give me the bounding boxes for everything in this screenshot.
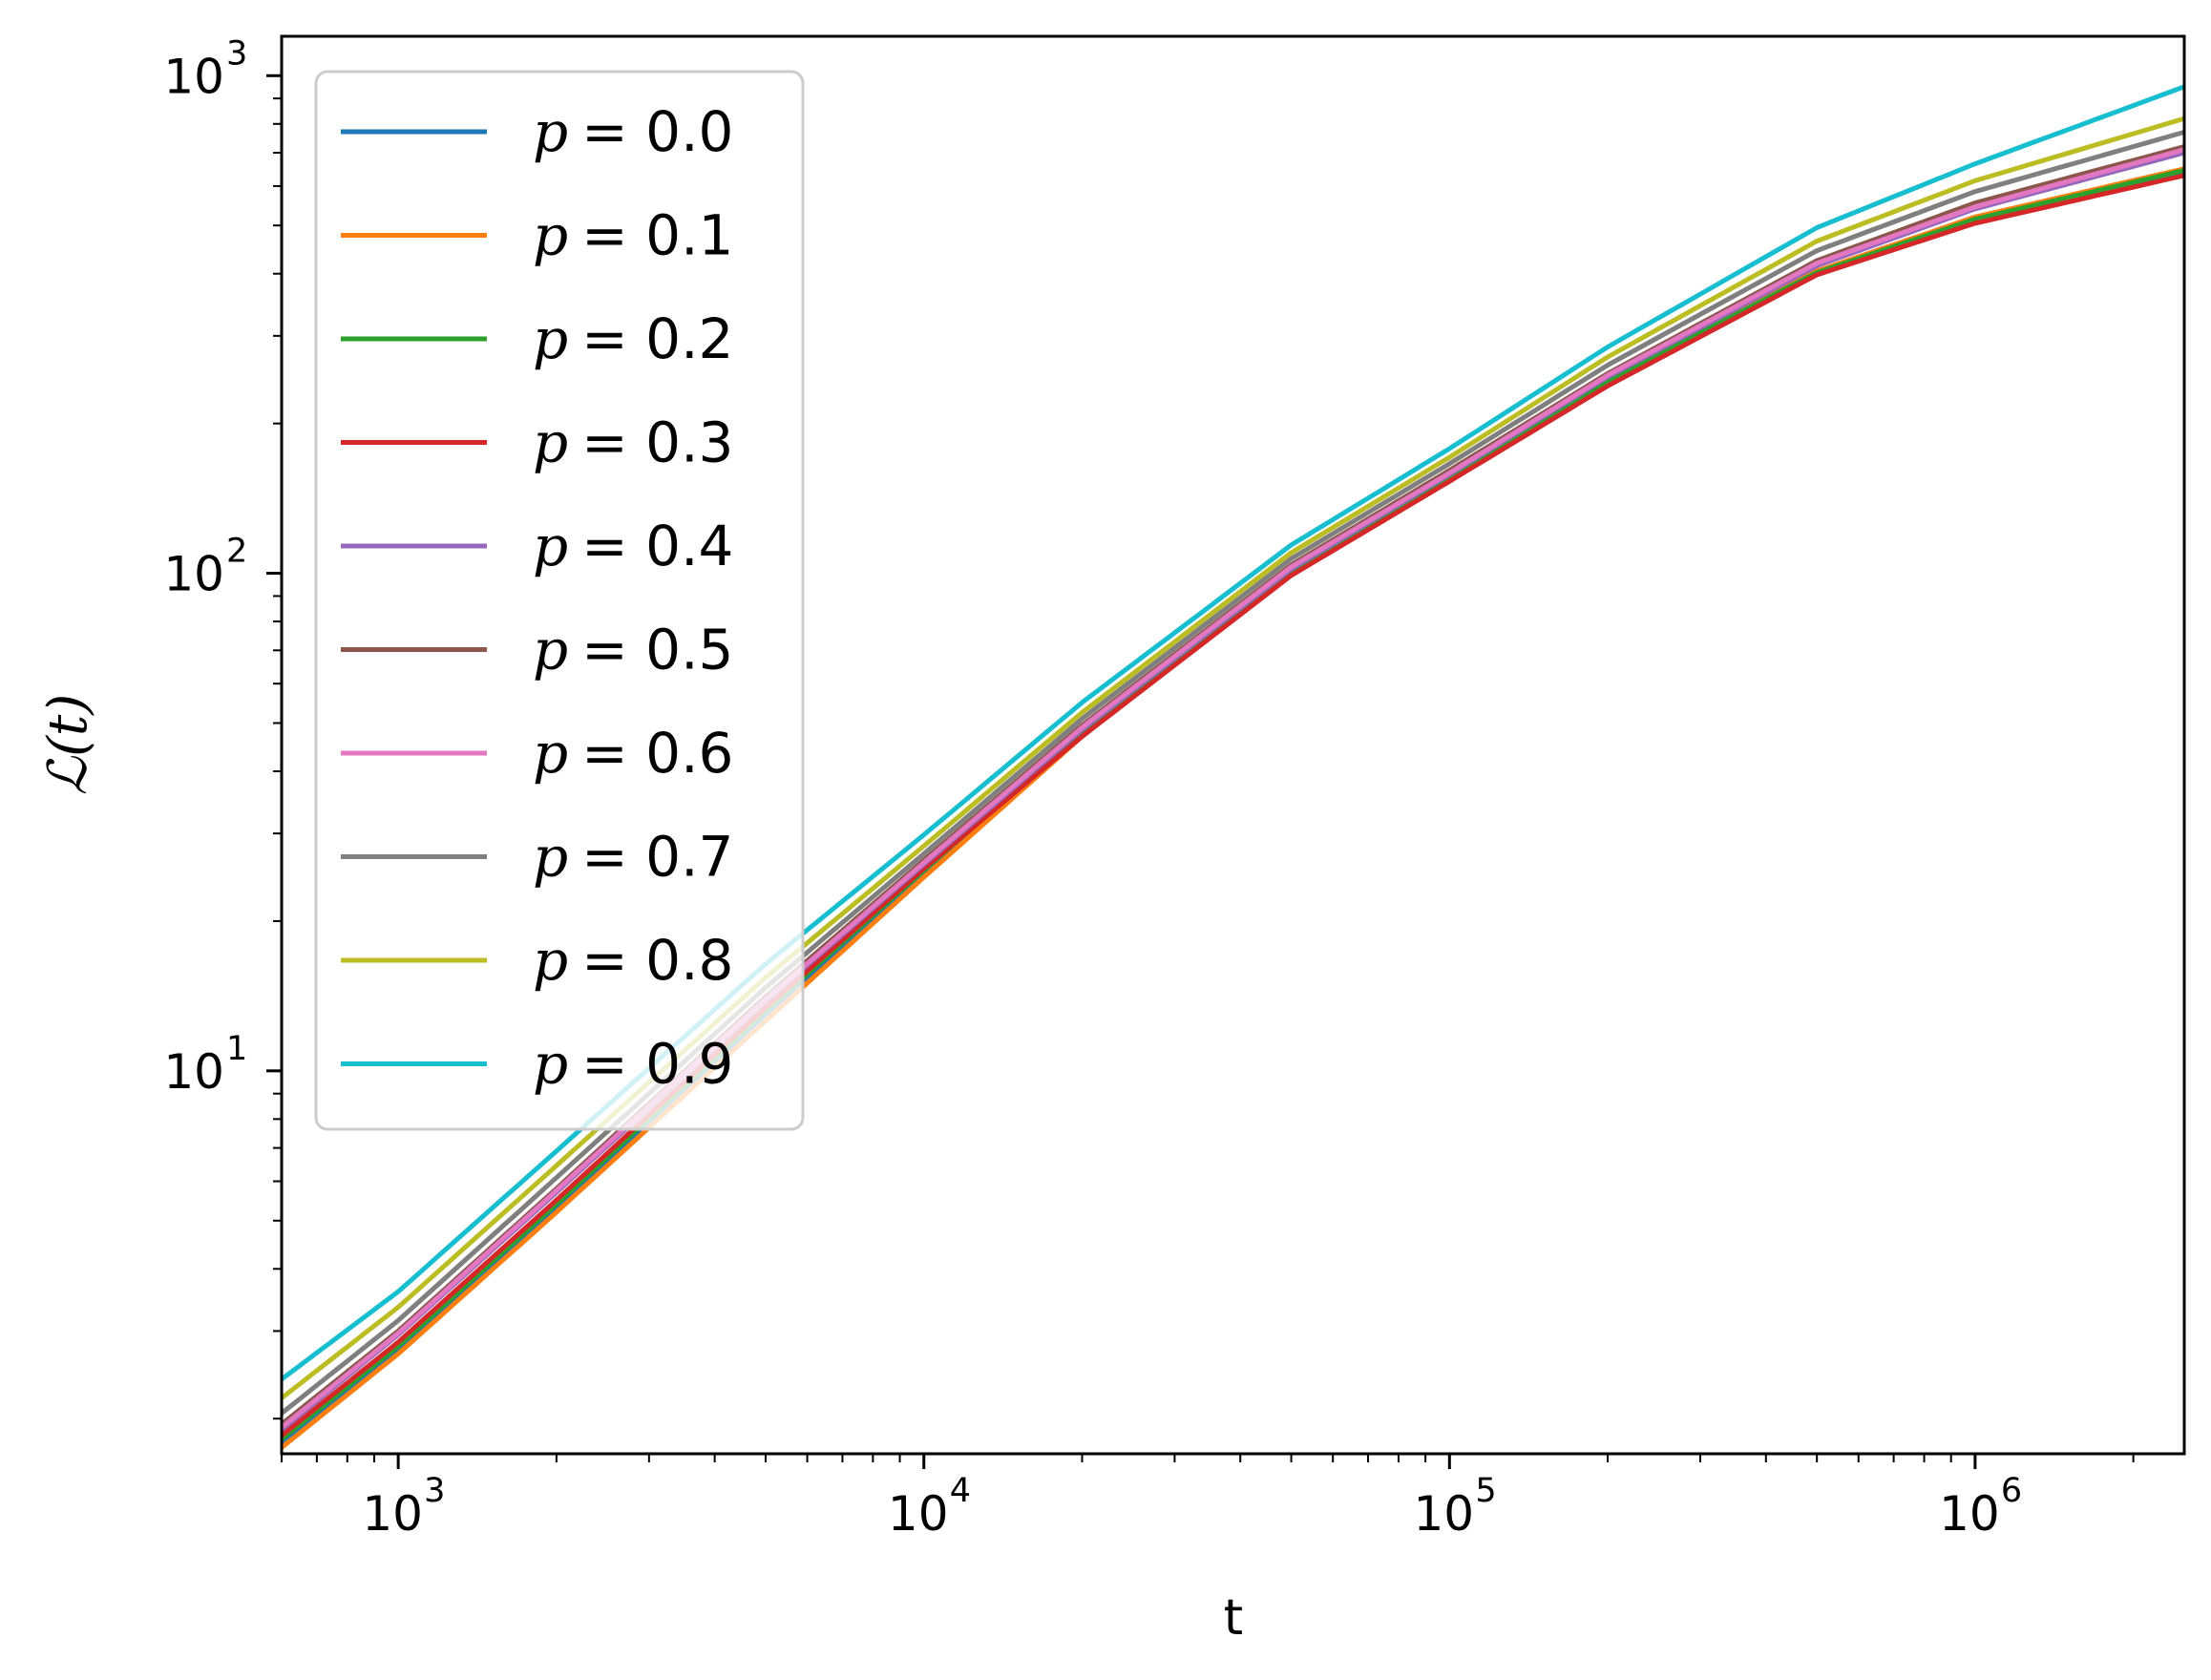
series-line-7 bbox=[282, 129, 2184, 1417]
x-axis-label: t bbox=[1224, 1589, 1243, 1647]
legend-label-var-4: p bbox=[533, 514, 568, 578]
legend-label-value-6: = 0.6 bbox=[581, 721, 733, 786]
x-tick-exponent-3: 6 bbox=[2001, 1472, 2022, 1510]
legend-label-var-6: p bbox=[533, 721, 568, 786]
series-line-9 bbox=[282, 84, 2184, 1383]
legend-frame bbox=[314, 70, 805, 1131]
legend-label-4: p = 0.4 bbox=[533, 514, 733, 578]
legend-label-value-7: = 0.7 bbox=[581, 825, 733, 890]
x-minor-ticks bbox=[281, 1454, 2135, 1462]
series-line-6 bbox=[282, 147, 2184, 1431]
legend-label-var-7: p bbox=[533, 825, 568, 890]
legend-label-var-5: p bbox=[533, 618, 568, 682]
x-tick-label-2: 10 bbox=[1414, 1486, 1475, 1542]
legend-label-value-8: = 0.8 bbox=[581, 928, 733, 993]
series-lines bbox=[282, 84, 2184, 1451]
series-line-3 bbox=[282, 173, 2184, 1439]
x-tick-label-0: 10 bbox=[362, 1486, 423, 1542]
legend-label-var-1: p bbox=[533, 203, 568, 268]
legend-label-6: p = 0.6 bbox=[533, 721, 733, 786]
y-tick-exponent-2: 3 bbox=[226, 34, 247, 73]
legend: p = 0.0p = 0.1p = 0.2p = 0.3p = 0.4p = 0.5p = 0… bbox=[314, 70, 805, 1131]
legend-label-var-9: p bbox=[533, 1032, 568, 1097]
legend-label-8: p = 0.8 bbox=[533, 928, 733, 993]
legend-label-value-2: = 0.2 bbox=[581, 306, 733, 371]
y-tick-label-1: 10 bbox=[163, 547, 224, 602]
legend-label-var-3: p bbox=[533, 410, 568, 475]
x-tick-label-3: 10 bbox=[1939, 1486, 2000, 1542]
y-tick-label-2: 10 bbox=[163, 49, 224, 104]
legend-label-value-1: = 0.1 bbox=[581, 203, 733, 268]
legend-label-value-4: = 0.4 bbox=[581, 514, 733, 578]
legend-label-1: p = 0.1 bbox=[533, 203, 733, 268]
legend-label-var-0: p bbox=[533, 99, 568, 164]
x-tick-exponent-1: 4 bbox=[950, 1472, 971, 1510]
series-line-8 bbox=[282, 116, 2184, 1401]
legend-label-var-8: p bbox=[533, 928, 568, 993]
y-axis-label: ℒ(t) bbox=[37, 694, 99, 796]
y-tick-exponent-1: 2 bbox=[226, 533, 247, 571]
legend-label-value-9: = 0.9 bbox=[581, 1032, 733, 1097]
legend-label-2: p = 0.2 bbox=[533, 306, 733, 371]
legend-label-9: p = 0.9 bbox=[533, 1032, 733, 1097]
legend-label-var-2: p bbox=[533, 306, 568, 371]
x-tick-exponent-0: 3 bbox=[424, 1472, 445, 1510]
x-tick-label-1: 10 bbox=[888, 1486, 949, 1542]
legend-label-3: p = 0.3 bbox=[533, 410, 733, 475]
legend-label-7: p = 0.7 bbox=[533, 825, 733, 890]
legend-label-5: p = 0.5 bbox=[533, 618, 733, 682]
y-tick-label-0: 10 bbox=[163, 1044, 224, 1100]
y-tick-exponent-0: 1 bbox=[226, 1030, 247, 1068]
legend-label-value-5: = 0.5 bbox=[581, 618, 733, 682]
legend-label-0: p = 0.0 bbox=[533, 99, 733, 164]
plot-frame bbox=[280, 34, 2186, 1456]
legend-label-value-3: = 0.3 bbox=[581, 410, 733, 475]
x-tick-exponent-2: 5 bbox=[1475, 1472, 1496, 1510]
legend-label-value-0: = 0.0 bbox=[581, 99, 733, 164]
x-major-ticks: 10 3 10 4 10 5 10 6 bbox=[362, 1454, 2022, 1542]
